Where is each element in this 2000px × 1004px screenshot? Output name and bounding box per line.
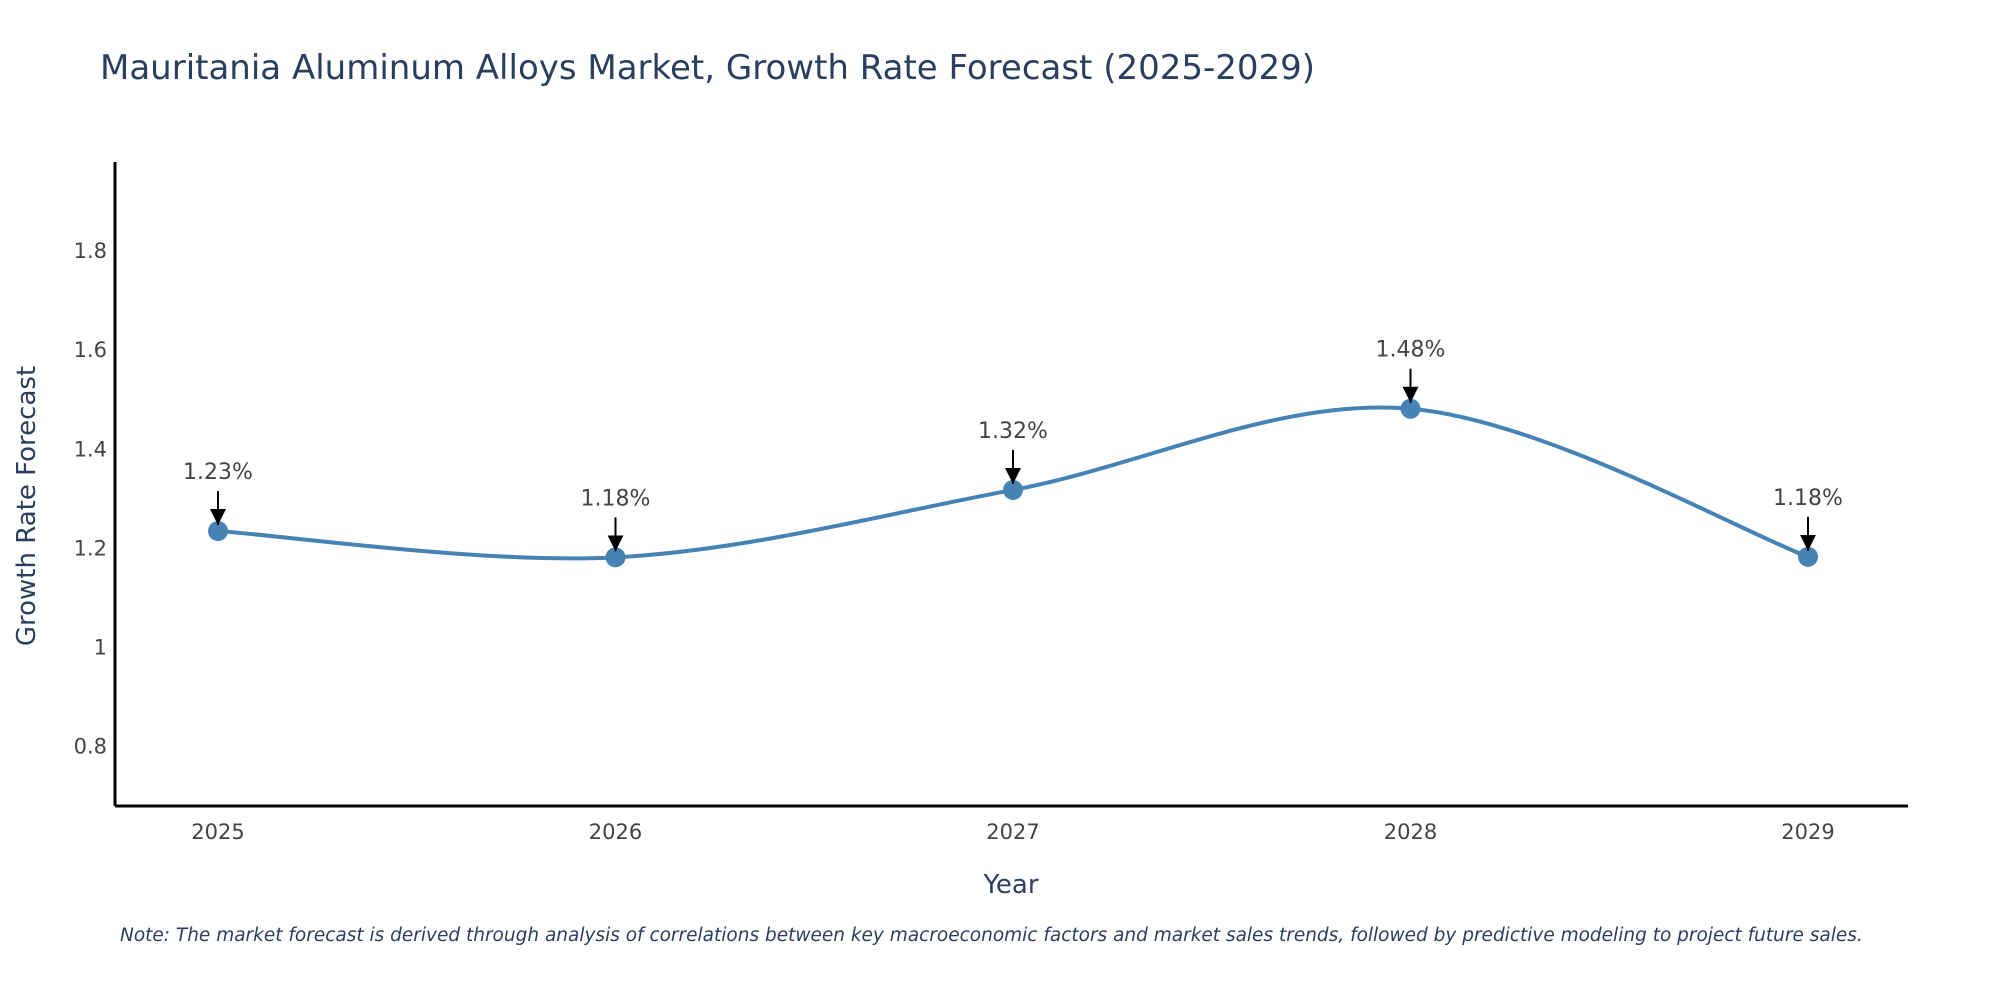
- data-point[interactable]: [605, 547, 626, 568]
- y-tick-label: 1.4: [74, 437, 107, 461]
- y-tick-label: 1: [94, 635, 107, 659]
- data-point[interactable]: [1400, 398, 1421, 419]
- plot-area: 1.23% 1.18% 1.32% 1.48% 1.18%: [183, 338, 1843, 568]
- y-tick-label: 0.8: [74, 735, 107, 759]
- data-label: 1.48%: [1376, 338, 1446, 363]
- y-tick-label: 1.6: [74, 338, 107, 362]
- chart-title: Mauritania Aluminum Alloys Market, Growt…: [100, 48, 1315, 88]
- x-tick-label: 2028: [1384, 820, 1437, 844]
- y-axis-title: Growth Rate Forecast: [12, 366, 42, 646]
- y-tick-label: 1.8: [74, 239, 107, 263]
- x-tick-label: 2029: [1781, 820, 1834, 844]
- x-axis-ticks: 2025 2026 2027 2028 2029: [191, 820, 1834, 844]
- data-label: 1.18%: [1773, 486, 1843, 511]
- data-label: 1.32%: [978, 419, 1048, 444]
- data-point[interactable]: [1003, 479, 1023, 500]
- x-tick-label: 2027: [986, 820, 1039, 844]
- x-axis-title: Year: [982, 870, 1038, 900]
- data-point[interactable]: [1798, 546, 1818, 567]
- data-point[interactable]: [208, 521, 228, 542]
- data-label: 1.23%: [183, 460, 253, 485]
- y-tick-label: 1.2: [74, 536, 107, 560]
- x-tick-label: 2026: [589, 820, 642, 844]
- data-label: 1.18%: [581, 486, 651, 511]
- x-tick-label: 2025: [191, 820, 244, 844]
- y-axis-ticks: 0.8 1 1.2 1.4 1.6 1.8: [74, 239, 107, 758]
- footnote: Note: The market forecast is derived thr…: [120, 925, 1863, 946]
